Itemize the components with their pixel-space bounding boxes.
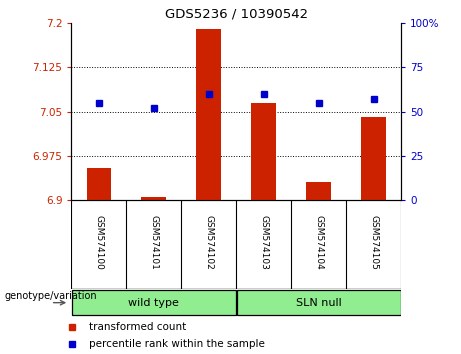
Title: GDS5236 / 10390542: GDS5236 / 10390542: [165, 7, 308, 21]
FancyBboxPatch shape: [237, 291, 401, 315]
Text: GSM574105: GSM574105: [369, 215, 378, 270]
Bar: [251, 103, 276, 200]
Text: GSM574101: GSM574101: [149, 215, 159, 270]
FancyBboxPatch shape: [72, 291, 236, 315]
Text: SLN null: SLN null: [296, 298, 342, 308]
Bar: [361, 118, 386, 200]
Text: GSM574102: GSM574102: [204, 215, 213, 270]
Text: GSM574103: GSM574103: [259, 215, 268, 270]
Bar: [142, 197, 166, 200]
Bar: [196, 29, 221, 200]
Text: GSM574100: GSM574100: [95, 215, 103, 270]
Text: genotype/variation: genotype/variation: [5, 291, 97, 301]
Text: GSM574104: GSM574104: [314, 215, 323, 270]
Text: percentile rank within the sample: percentile rank within the sample: [89, 338, 265, 349]
Text: transformed count: transformed count: [89, 322, 187, 332]
Bar: [87, 167, 111, 200]
Bar: [306, 182, 331, 200]
Text: wild type: wild type: [129, 298, 179, 308]
